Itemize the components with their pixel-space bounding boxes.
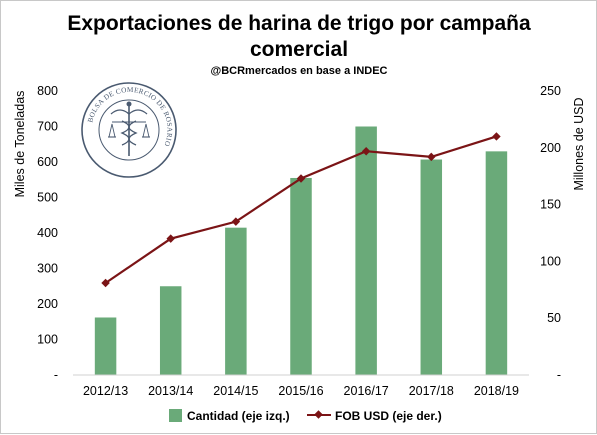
line-point (101, 278, 110, 288)
bar (420, 159, 443, 375)
y-right-tick-label: 50 (547, 311, 561, 325)
y-left-tick-label: 400 (37, 226, 58, 240)
bar (290, 177, 312, 375)
line-point (361, 146, 371, 156)
bar (355, 126, 377, 375)
line-series (101, 132, 501, 288)
bar (485, 151, 508, 375)
y-left-tick-label: 300 (37, 262, 58, 276)
legend-swatch-bar (169, 409, 182, 422)
line-point (231, 217, 241, 226)
y-right-tick-label: 200 (540, 141, 561, 155)
chart-title-line2: comercial (250, 38, 348, 61)
line-point (427, 152, 436, 162)
y-left-tick-label: 200 (37, 297, 58, 311)
y-left-tick-label: 100 (37, 333, 58, 347)
y-right-tick-label: - (557, 368, 561, 382)
x-tick-label: 2016/17 (344, 384, 389, 398)
y-right-tick-label: 150 (540, 198, 561, 212)
bar (159, 286, 182, 375)
y-left-tick-label: 700 (37, 120, 58, 134)
x-tick-label: 2012/13 (83, 384, 128, 398)
chart-subtitle: @BCRmercados en base a INDEC (210, 65, 387, 77)
legend-label-bar: Cantidad (eje izq.) (187, 409, 290, 423)
bcr-logo: BOLSA DE COMERCIO DE ROSARIO (81, 82, 177, 178)
y-right-tick-label: 100 (540, 254, 561, 268)
x-tick-label: 2017/18 (409, 384, 454, 398)
y-right-tick-label: 250 (540, 84, 561, 98)
x-tick-label: 2013/14 (148, 384, 193, 398)
legend: Cantidad (eje izq.) FOB USD (eje der.) (169, 409, 442, 423)
y-left-tick-label: 600 (37, 155, 58, 169)
chart-title-line1: Exportaciones de harina de trigo por cam… (67, 12, 531, 35)
bar (225, 227, 247, 375)
bar (94, 317, 117, 375)
legend-label-line: FOB USD (eje der.) (335, 409, 442, 423)
y-axis-right-title: Millones de USD (572, 97, 586, 190)
x-tick-label: 2018/19 (474, 384, 519, 398)
line-point (296, 174, 306, 183)
x-tick-label: 2014/15 (213, 384, 258, 398)
line-point (492, 132, 501, 141)
bar-series (94, 126, 508, 375)
right-axis: - 50 100 150 200 250 (540, 84, 561, 382)
line-point (166, 234, 175, 243)
left-axis: - 100 200 300 400 500 600 700 800 (37, 84, 58, 382)
y-left-tick-label: - (54, 368, 58, 382)
x-axis: 2012/13 2013/14 2014/15 2015/16 2016/17 2017/… (73, 374, 529, 398)
y-axis-left-title: Miles de Toneladas (13, 91, 27, 198)
y-left-tick-label: 500 (37, 191, 58, 205)
y-left-tick-label: 800 (37, 84, 58, 98)
legend-swatch-marker (314, 410, 323, 419)
x-tick-label: 2015/16 (278, 384, 323, 398)
